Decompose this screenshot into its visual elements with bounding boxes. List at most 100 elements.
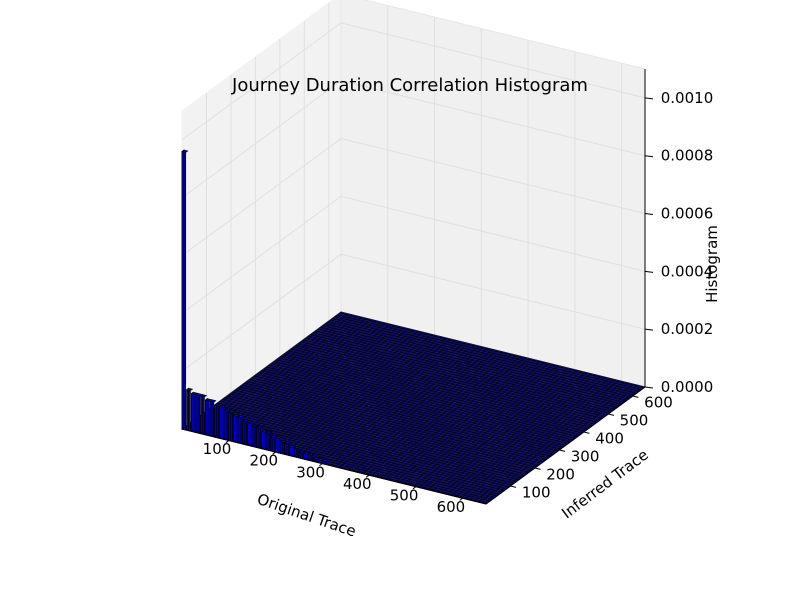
floor-grid-line [252, 376, 557, 453]
floor-grid-line [364, 356, 524, 475]
floor-grid-line [331, 348, 491, 467]
y-axis-line [485, 386, 646, 505]
floor-grid-line [345, 352, 505, 470]
tick-marks [181, 69, 654, 505]
bar [232, 413, 240, 444]
floor-grid-line [233, 390, 538, 467]
floor-grid-line [321, 326, 626, 402]
floor-grid-line [230, 392, 535, 469]
grid-line [340, 253, 646, 330]
z-tick [644, 213, 654, 216]
floor-grid-line [266, 332, 426, 450]
bar [288, 444, 297, 457]
floor-grid-line [439, 375, 599, 493]
floor-grid-line [425, 371, 585, 490]
bar [228, 409, 236, 442]
floor-grid-line [336, 349, 496, 468]
floor-grid-line [326, 347, 487, 465]
floor-grid-line [301, 340, 606, 417]
floor-grid-line [223, 398, 528, 474]
floor-grid-line [299, 342, 604, 418]
grid-line [181, 138, 342, 256]
x-tick-label: 100 [203, 440, 232, 458]
floor-grid-line [467, 382, 627, 500]
floor-grid-line [338, 313, 643, 390]
floor-grid-line [287, 351, 592, 427]
y-tick [510, 485, 517, 488]
z-tick [644, 386, 654, 389]
floor-grid-line [242, 326, 402, 445]
floor-grid-line [415, 369, 575, 487]
floor-grid-line [261, 331, 421, 449]
bar [260, 429, 269, 450]
y-tick [632, 395, 639, 398]
floor-grid-line [336, 315, 641, 391]
bar [241, 418, 250, 446]
floor-grid-line [298, 340, 459, 459]
floor-grid-line [306, 336, 611, 413]
floor-grid-line [270, 333, 431, 452]
floor-grid-line [331, 318, 636, 395]
floor-grid-line [411, 368, 571, 486]
floor-grid-line [476, 384, 636, 502]
floor-grid-line [420, 370, 580, 489]
x-axis-line [181, 428, 487, 505]
y-tick-label: 200 [546, 465, 575, 483]
x-tick-label: 300 [296, 463, 325, 481]
bar [307, 452, 315, 462]
floor-grid-line [303, 341, 463, 460]
floor-grid-line [429, 372, 590, 491]
floor-grid-line [274, 360, 580, 436]
bar [293, 445, 301, 459]
y-tick-label: 100 [522, 483, 551, 501]
floor-grid-line [282, 354, 587, 431]
grid-line [181, 80, 342, 199]
floor-grid-line [462, 381, 622, 499]
z-tick-label: 0.0006 [661, 205, 714, 223]
grid-line [340, 138, 646, 215]
floor-grid-line [368, 357, 529, 476]
floor-grid-line [247, 327, 407, 446]
floor-grid-line [453, 378, 613, 497]
floor-grid-line [289, 349, 594, 426]
floor-grid-line [228, 394, 533, 471]
floor-grid-line [284, 353, 589, 429]
floor-grid-line [265, 367, 570, 444]
floor-grid-line [387, 362, 547, 480]
floor-grid-line [296, 344, 602, 420]
floor-grid-line [378, 360, 538, 478]
floor-grid-line [318, 327, 624, 404]
z-tick-label: 0.0008 [661, 147, 714, 165]
floor-grid-line [186, 425, 491, 501]
floor-grid-line [443, 376, 604, 494]
floor-grid-line [256, 330, 416, 448]
floor-grid-line [257, 372, 562, 449]
z-tick-label: 0.0000 [661, 378, 714, 396]
floor-grid-line [294, 339, 454, 457]
grid-line [181, 195, 342, 314]
bar [251, 423, 259, 448]
bar [298, 449, 306, 460]
y-tick-label: 500 [620, 411, 649, 429]
floor-grid-line [235, 389, 540, 465]
floor-grid-line [326, 322, 631, 399]
grid-line [181, 253, 342, 372]
floor-grid-line [260, 371, 565, 447]
x-tick-label: 500 [390, 486, 419, 504]
floor-grid-line [406, 367, 566, 485]
z-tick [644, 97, 654, 100]
floor-grid-line [255, 374, 560, 451]
floor-grid-line [208, 408, 513, 485]
floor-grid-line [309, 335, 614, 411]
bar [204, 397, 212, 437]
bar [185, 387, 194, 432]
y-tick-label: 400 [595, 429, 624, 447]
floor-grid-line [216, 403, 521, 480]
x-tick [459, 497, 463, 501]
x-tick-label: 600 [437, 498, 466, 516]
floor-grid-line [308, 342, 468, 461]
z-tick [644, 328, 654, 331]
x-tick [319, 463, 323, 467]
x-axis-label: Original Trace [255, 490, 358, 541]
